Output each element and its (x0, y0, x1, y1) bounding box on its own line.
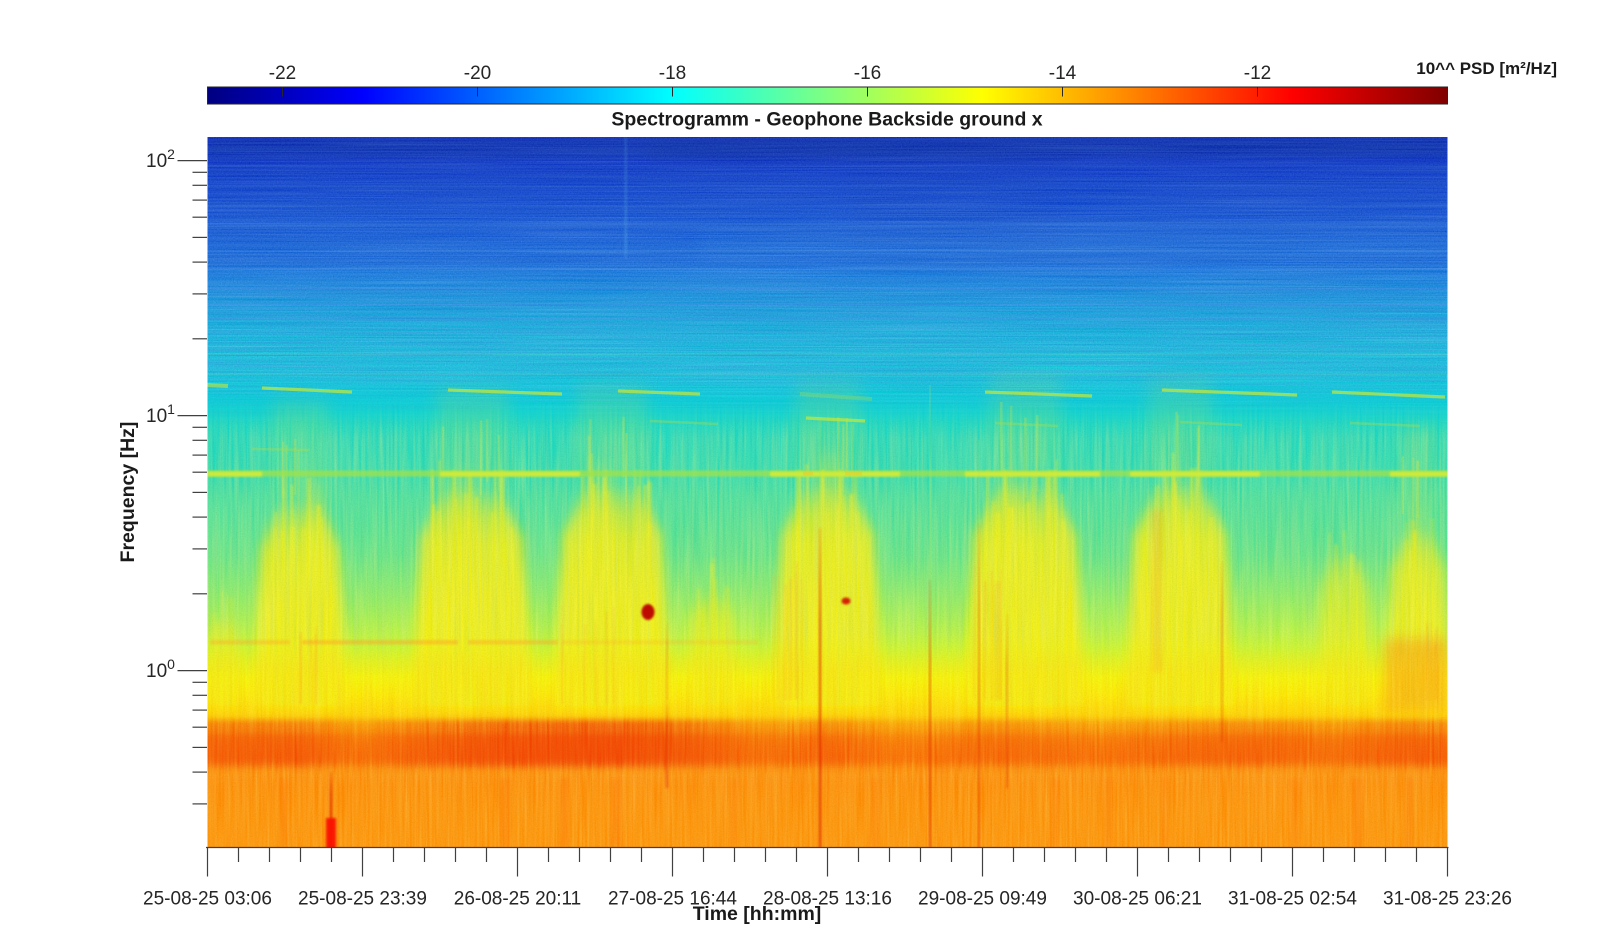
svg-text:Time [hh:mm]: Time [hh:mm] (693, 903, 822, 925)
svg-text:-18: -18 (659, 63, 686, 84)
svg-text:-14: -14 (1049, 63, 1077, 84)
svg-text:Frequency [Hz]: Frequency [Hz] (117, 422, 139, 563)
svg-text:27-08-25 16:44: 27-08-25 16:44 (608, 889, 737, 910)
svg-text:102: 102 (146, 146, 175, 172)
svg-text:Spectrogramm - Geophone Backsi: Spectrogramm - Geophone Backside ground … (611, 109, 1042, 131)
svg-text:-20: -20 (464, 63, 491, 84)
svg-text:25-08-25 03:06: 25-08-25 03:06 (143, 889, 272, 910)
svg-text:29-08-25 09:49: 29-08-25 09:49 (918, 889, 1047, 910)
svg-text:-12: -12 (1244, 63, 1271, 84)
svg-text:26-08-25 20:11: 26-08-25 20:11 (454, 889, 581, 910)
svg-text:30-08-25 06:21: 30-08-25 06:21 (1073, 889, 1202, 910)
svg-text:-16: -16 (854, 63, 881, 84)
svg-text:25-08-25 23:39: 25-08-25 23:39 (298, 889, 427, 910)
svg-text:-22: -22 (269, 63, 296, 84)
svg-text:31-08-25 02:54: 31-08-25 02:54 (1228, 889, 1357, 910)
svg-text:28-08-25 13:16: 28-08-25 13:16 (763, 889, 892, 910)
svg-text:101: 101 (146, 401, 175, 427)
svg-text:10^^ PSD [m²/Hz]: 10^^ PSD [m²/Hz] (1416, 59, 1557, 78)
svg-text:31-08-25 23:26: 31-08-25 23:26 (1383, 889, 1512, 910)
